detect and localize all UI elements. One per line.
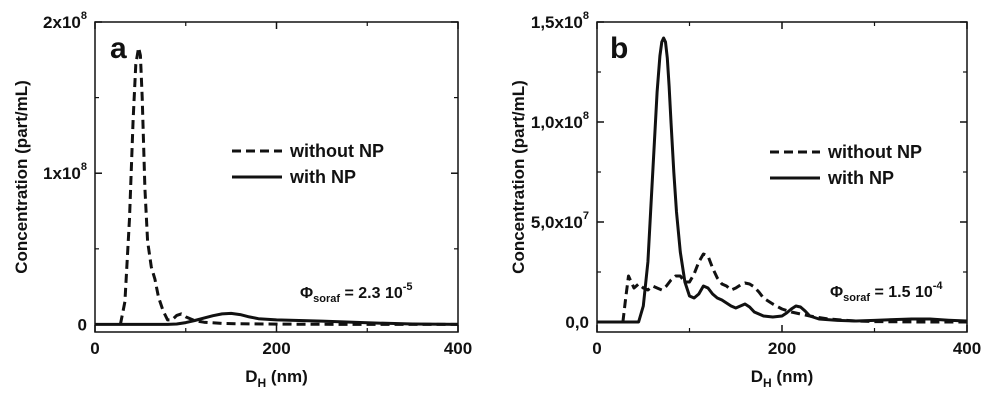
x-axis-label: DH (nm) <box>751 367 814 390</box>
y-tick-label: 0 <box>78 315 87 334</box>
series-line-without-np <box>118 46 458 326</box>
x-axis-label: DH (nm) <box>245 367 308 390</box>
x-tick-label: 200 <box>262 339 290 358</box>
y-tick-label: 1,5x108 <box>531 10 589 32</box>
y-tick-label: 5,0x107 <box>531 210 589 232</box>
x-tick-label: 400 <box>953 339 981 358</box>
phi-annotation: Φsoraf = 1.5 10-4 <box>830 280 943 304</box>
chart-panel-a: 0 200 400 0 1x108 2x108 DH (nm) Concentration (… <box>12 10 472 390</box>
legend-label: without NP <box>289 141 384 161</box>
x-tick-label: 200 <box>768 339 796 358</box>
y-tick-label: 1x108 <box>43 161 87 183</box>
x-tick-label: 0 <box>592 339 601 358</box>
series-line-without-np <box>621 252 967 324</box>
y-axis-label: Concentration (part/mL) <box>12 80 31 274</box>
panel-letter: a <box>110 32 127 65</box>
y-tick-label: 0,0 <box>565 313 589 332</box>
chart-panel-b: 0 200 400 0,0 5,0x107 1,0x108 1,5x108 DH (nm) Co… <box>509 10 981 390</box>
panel-letter: b <box>610 32 628 65</box>
y-axis-label: Concentration (part/mL) <box>509 80 528 274</box>
legend-label: with NP <box>289 167 356 187</box>
x-tick-label: 400 <box>444 339 472 358</box>
series-line-with-np <box>597 36 967 324</box>
legend-label: without NP <box>827 142 922 162</box>
x-tick-label: 0 <box>90 339 99 358</box>
y-tick-label: 2x108 <box>43 10 87 32</box>
legend-label: with NP <box>827 168 894 188</box>
phi-annotation: Φsoraf = 2.3 10-5 <box>300 281 413 305</box>
series-line-with-np <box>95 311 458 326</box>
y-tick-label: 1,0x108 <box>531 110 589 132</box>
